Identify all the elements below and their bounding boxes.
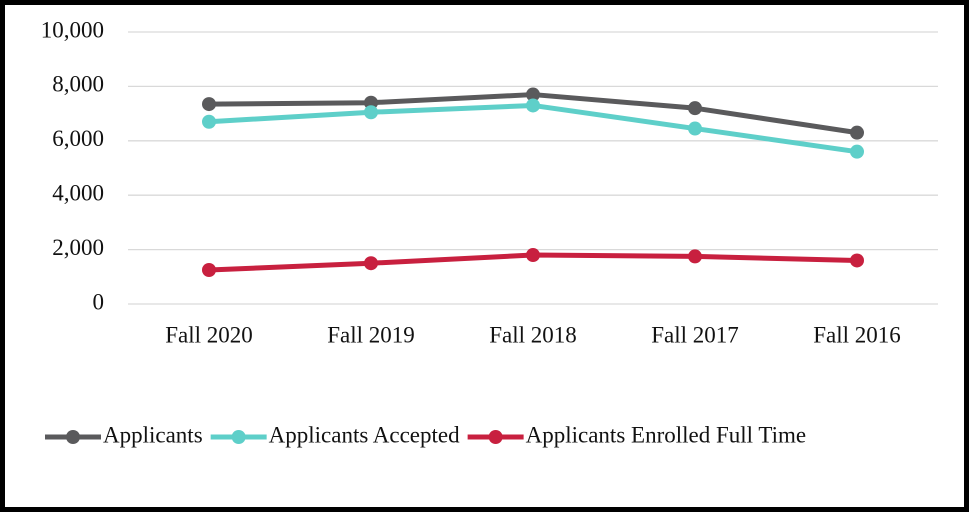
- series-point: [364, 105, 378, 120]
- legend-label: Applicants Accepted: [269, 422, 460, 447]
- legend-label: Applicants Enrolled Full Time: [526, 422, 806, 447]
- x-tick-label: Fall 2019: [327, 322, 415, 347]
- y-tick-label: 8,000: [52, 72, 104, 97]
- series-point: [850, 125, 864, 140]
- series-point: [526, 248, 540, 263]
- series-point: [688, 249, 702, 264]
- series-point: [202, 114, 216, 129]
- series-point: [202, 263, 216, 277]
- series-point: [850, 253, 864, 268]
- y-tick-label: 0: [93, 289, 105, 314]
- series-point: [364, 256, 378, 271]
- series-point: [850, 144, 864, 159]
- x-tick-label: Fall 2017: [651, 322, 739, 347]
- x-tick-label: Fall 2018: [489, 322, 577, 347]
- series-point: [688, 101, 702, 116]
- series-point: [688, 121, 702, 136]
- series-point: [526, 98, 540, 113]
- x-tick-label: Fall 2020: [165, 322, 253, 347]
- series-point: [526, 87, 540, 102]
- y-tick-label: 6,000: [52, 126, 104, 151]
- legend-label: Applicants: [103, 422, 203, 447]
- y-tick-label: 2,000: [52, 235, 104, 260]
- y-tick-label: 10,000: [41, 17, 104, 42]
- series-point: [202, 97, 216, 112]
- y-tick-label: 4,000: [52, 180, 104, 205]
- legend-marker: [488, 430, 503, 444]
- legend-marker: [66, 430, 80, 444]
- legend-marker: [231, 430, 246, 444]
- x-tick-label: Fall 2016: [813, 322, 901, 347]
